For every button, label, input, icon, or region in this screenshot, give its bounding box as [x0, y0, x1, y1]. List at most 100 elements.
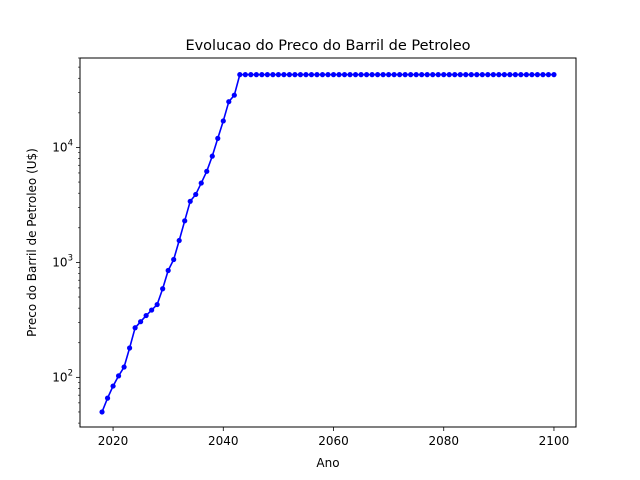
x-tick-label: 2020 — [98, 434, 129, 448]
data-point — [171, 256, 177, 263]
y-axis-label: Preco do Barril de Petroleo (U$) — [25, 148, 39, 337]
y-tick-label: 103 — [52, 253, 73, 269]
data-point — [104, 395, 111, 401]
data-point — [507, 72, 513, 78]
data-point — [352, 72, 359, 78]
data-point — [369, 72, 375, 78]
x-axis-ticks: 2020 2040 2060 2080 2100 — [98, 427, 569, 448]
data-point — [523, 72, 530, 78]
data-point — [540, 72, 546, 78]
data-point — [325, 72, 331, 78]
data-point — [204, 168, 210, 174]
data-point — [496, 72, 502, 78]
x-tick-label: 2100 — [539, 434, 570, 448]
data-point — [253, 72, 259, 78]
data-point — [479, 72, 485, 78]
data-point — [380, 72, 386, 78]
data-point — [347, 72, 353, 78]
data-point — [154, 301, 160, 308]
data-point — [115, 373, 122, 379]
x-tick-label: 2080 — [428, 434, 459, 448]
data-point — [231, 92, 237, 98]
data-point — [143, 312, 149, 319]
data-point — [551, 72, 557, 78]
data-point — [518, 72, 524, 78]
data-point — [452, 72, 458, 78]
data-point — [363, 72, 370, 78]
data-point — [99, 409, 105, 415]
series-line — [101, 73, 554, 413]
data-point — [430, 72, 436, 78]
data-point — [474, 72, 480, 78]
data-point — [408, 72, 414, 78]
data-point — [501, 72, 507, 78]
data-point — [314, 72, 320, 78]
x-axis-label: Ano — [316, 456, 339, 470]
data-point — [242, 72, 248, 78]
series-layer — [99, 72, 557, 415]
data-point — [138, 319, 144, 325]
data-point — [397, 72, 403, 78]
data-point — [424, 72, 430, 78]
data-point — [248, 72, 254, 78]
data-point — [490, 72, 496, 78]
data-point — [182, 218, 188, 224]
data-point — [413, 72, 419, 78]
data-point — [391, 72, 397, 78]
data-point — [402, 72, 408, 78]
data-point — [341, 72, 348, 78]
data-point — [319, 72, 326, 78]
data-point — [441, 72, 447, 78]
y-tick-label: 102 — [52, 368, 73, 384]
data-point — [286, 72, 293, 78]
data-point — [512, 72, 518, 78]
data-point — [336, 72, 342, 78]
data-point — [127, 345, 133, 351]
data-point — [176, 237, 182, 244]
y-tick-label: 104 — [52, 138, 73, 154]
data-point — [198, 180, 204, 186]
data-point — [446, 72, 452, 78]
data-point — [132, 325, 138, 331]
data-point — [270, 72, 276, 78]
data-point — [165, 267, 171, 274]
plot-frame — [79, 57, 577, 428]
data-point — [303, 72, 309, 78]
data-point — [187, 198, 193, 204]
data-point — [220, 118, 226, 124]
data-point — [485, 72, 491, 78]
data-point — [457, 72, 463, 78]
data-point — [292, 72, 298, 78]
data-point — [545, 72, 552, 78]
x-tick-label: 2040 — [208, 434, 239, 448]
data-point — [529, 72, 535, 78]
data-point — [468, 72, 474, 78]
data-point — [121, 364, 127, 370]
data-point — [297, 72, 304, 78]
data-point — [435, 72, 441, 78]
data-point — [237, 72, 243, 78]
data-point — [160, 286, 166, 292]
data-point — [226, 99, 232, 105]
data-point — [463, 72, 469, 78]
data-point — [149, 307, 155, 313]
x-tick-label: 2060 — [318, 434, 349, 448]
data-point — [264, 72, 270, 78]
data-point — [375, 72, 381, 78]
data-point — [193, 191, 199, 198]
data-point — [209, 153, 215, 159]
data-point — [259, 72, 265, 78]
data-point — [308, 72, 315, 78]
data-point — [419, 72, 425, 78]
data-point — [330, 72, 337, 78]
data-point — [281, 72, 287, 78]
data-point — [215, 135, 221, 141]
data-point — [534, 72, 541, 78]
y-axis-ticks: 102 103 104 — [52, 138, 80, 384]
data-point — [275, 72, 281, 78]
data-point — [386, 72, 392, 78]
chart-title: Evolucao do Preco do Barril de Petroleo — [185, 38, 470, 54]
data-point — [110, 383, 116, 389]
data-point — [358, 72, 364, 78]
